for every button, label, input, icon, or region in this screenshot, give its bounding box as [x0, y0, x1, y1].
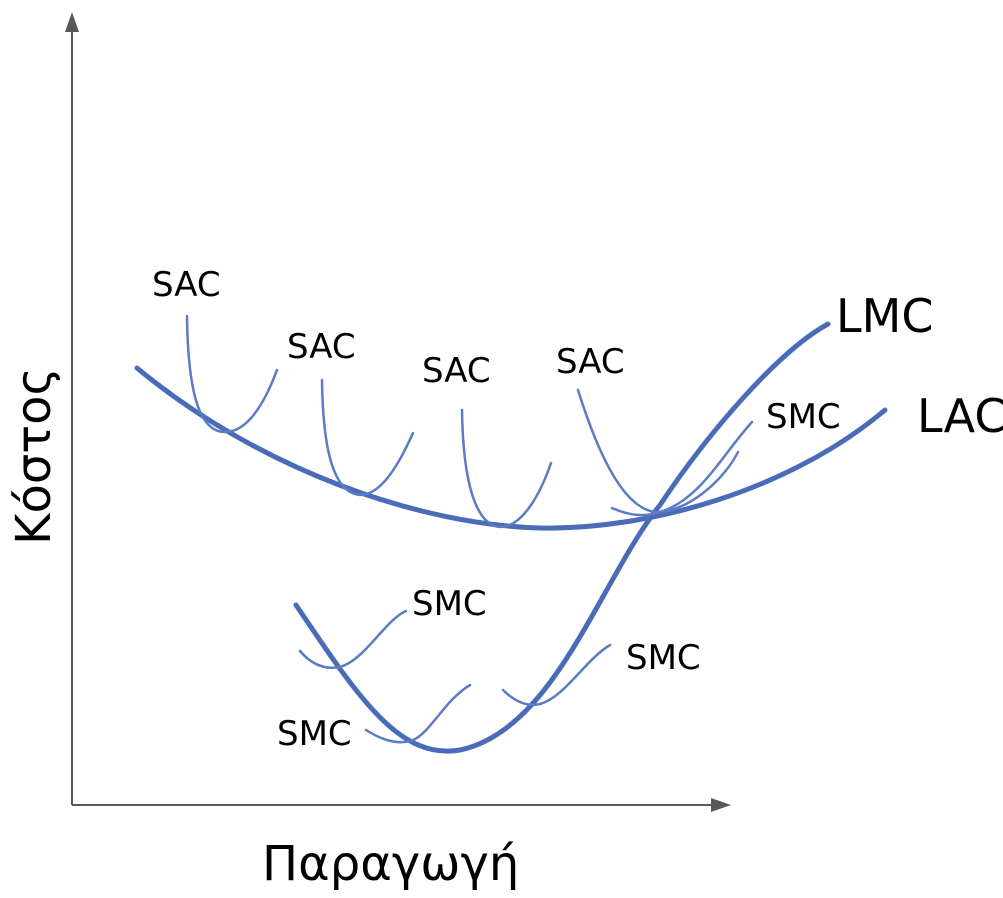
sac-curve-3: [460, 408, 553, 529]
smc-label-1: SMC: [412, 584, 487, 624]
sac-label-1: SAC: [152, 265, 221, 305]
x-axis-title: Παραγωγή: [262, 836, 519, 892]
sac-label-4: SAC: [556, 342, 625, 382]
lmc-curve: [293, 321, 831, 754]
sac-label-2: SAC: [287, 327, 356, 367]
sac-curve-1: [185, 314, 279, 434]
smc-curve-1: [298, 609, 408, 669]
smc-curve-2: [364, 683, 472, 744]
sac-curve-2: [320, 378, 415, 497]
smc-label-3: SMC: [626, 638, 701, 678]
lmc-label: LMC: [836, 289, 933, 343]
lac-label: LAC: [917, 389, 1003, 443]
y-axis-arrow: [65, 12, 79, 32]
y-axis-title: Κόστος: [6, 367, 62, 545]
smc-label-2: SMC: [277, 714, 352, 754]
x-axis-arrow: [711, 798, 731, 812]
smc-label-4: SMC: [766, 397, 841, 437]
sac-curve-4: [576, 388, 740, 514]
sac-label-3: SAC: [422, 351, 491, 391]
smc-curve-3: [501, 643, 612, 707]
smc-curve-4: [610, 420, 754, 517]
lac-curve: [134, 365, 888, 531]
